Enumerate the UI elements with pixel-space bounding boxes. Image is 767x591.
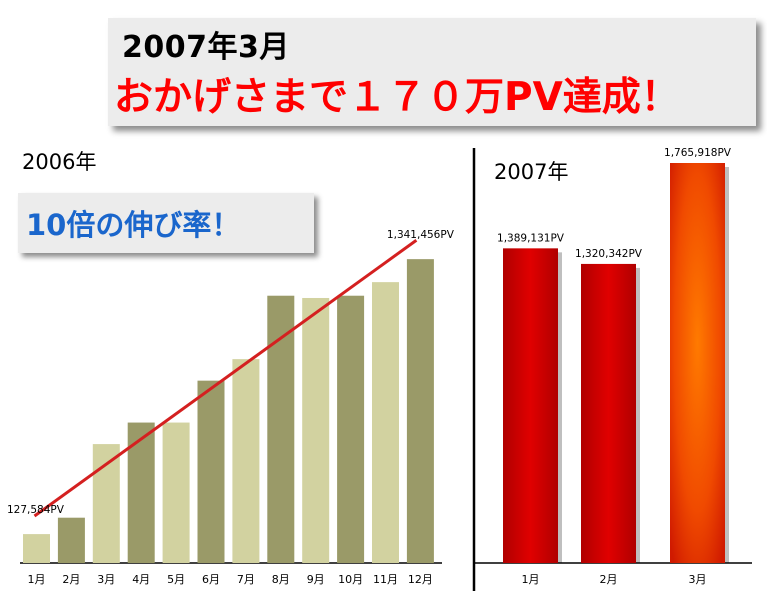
bar-2006-1 xyxy=(23,534,50,563)
tick-label-2006-9: 9月 xyxy=(307,573,325,586)
tick-label-2006-11: 11月 xyxy=(373,573,398,586)
tick-label-2006-12: 12月 xyxy=(408,573,433,586)
bar-2006-4 xyxy=(127,422,155,563)
title-date: 2007年3月 xyxy=(122,30,290,65)
trend-line-2006 xyxy=(33,239,418,518)
bar-2006-9 xyxy=(302,297,330,563)
growth-callout-text: 10倍の伸び率！ xyxy=(26,208,241,242)
bar-2006-11 xyxy=(372,282,399,563)
tick-label-2006-6: 6月 xyxy=(202,573,220,586)
bar-2007-2 xyxy=(581,263,636,563)
bar-2006-12 xyxy=(406,259,434,563)
data-label-2006-1: 127,584PV xyxy=(7,504,65,516)
bar-2006-10 xyxy=(337,295,365,563)
tick-label-2007-1: 1月 xyxy=(522,573,540,586)
title-box: 2007年3月 おかげさまで１７０万PV達成！ xyxy=(108,18,756,126)
tick-label-2006-8: 8月 xyxy=(272,573,290,586)
bar-2007-1 xyxy=(503,248,558,563)
data-label-2006-12: 1,341,456PV xyxy=(387,229,455,241)
tick-label-2006-1: 1月 xyxy=(28,573,46,586)
bar-2006-3 xyxy=(92,444,120,563)
tick-label-2006-10: 10月 xyxy=(338,573,363,586)
bar-2006-8 xyxy=(267,295,295,563)
tick-label-2006-2: 2月 xyxy=(62,573,80,586)
tick-label-2006-5: 5月 xyxy=(167,573,185,586)
panel-label-2006: 2006年 xyxy=(22,150,97,174)
tick-label-2006-4: 4月 xyxy=(132,573,150,586)
tick-label-2006-7: 7月 xyxy=(237,573,255,586)
panel-label-2007: 2007年 xyxy=(494,160,569,184)
tick-label-2006-3: 3月 xyxy=(97,573,115,586)
data-label-2007-3: 1,765,918PV xyxy=(664,147,732,159)
bar-2006-2 xyxy=(57,517,85,563)
bar-2007-3 xyxy=(670,163,725,563)
bar-2006-5 xyxy=(162,422,190,563)
tick-label-2007-2: 2月 xyxy=(600,573,618,586)
growth-callout: 10倍の伸び率！ xyxy=(18,193,314,253)
title-headline: おかげさまで１７０万PV達成！ xyxy=(114,75,680,120)
bar-2006-7 xyxy=(232,359,260,563)
data-label-2007-2: 1,320,342PV xyxy=(575,248,643,260)
bar-2006-6 xyxy=(197,380,225,563)
data-label-2007-1: 1,389,131PV xyxy=(497,232,565,244)
tick-label-2007-3: 3月 xyxy=(689,573,707,586)
